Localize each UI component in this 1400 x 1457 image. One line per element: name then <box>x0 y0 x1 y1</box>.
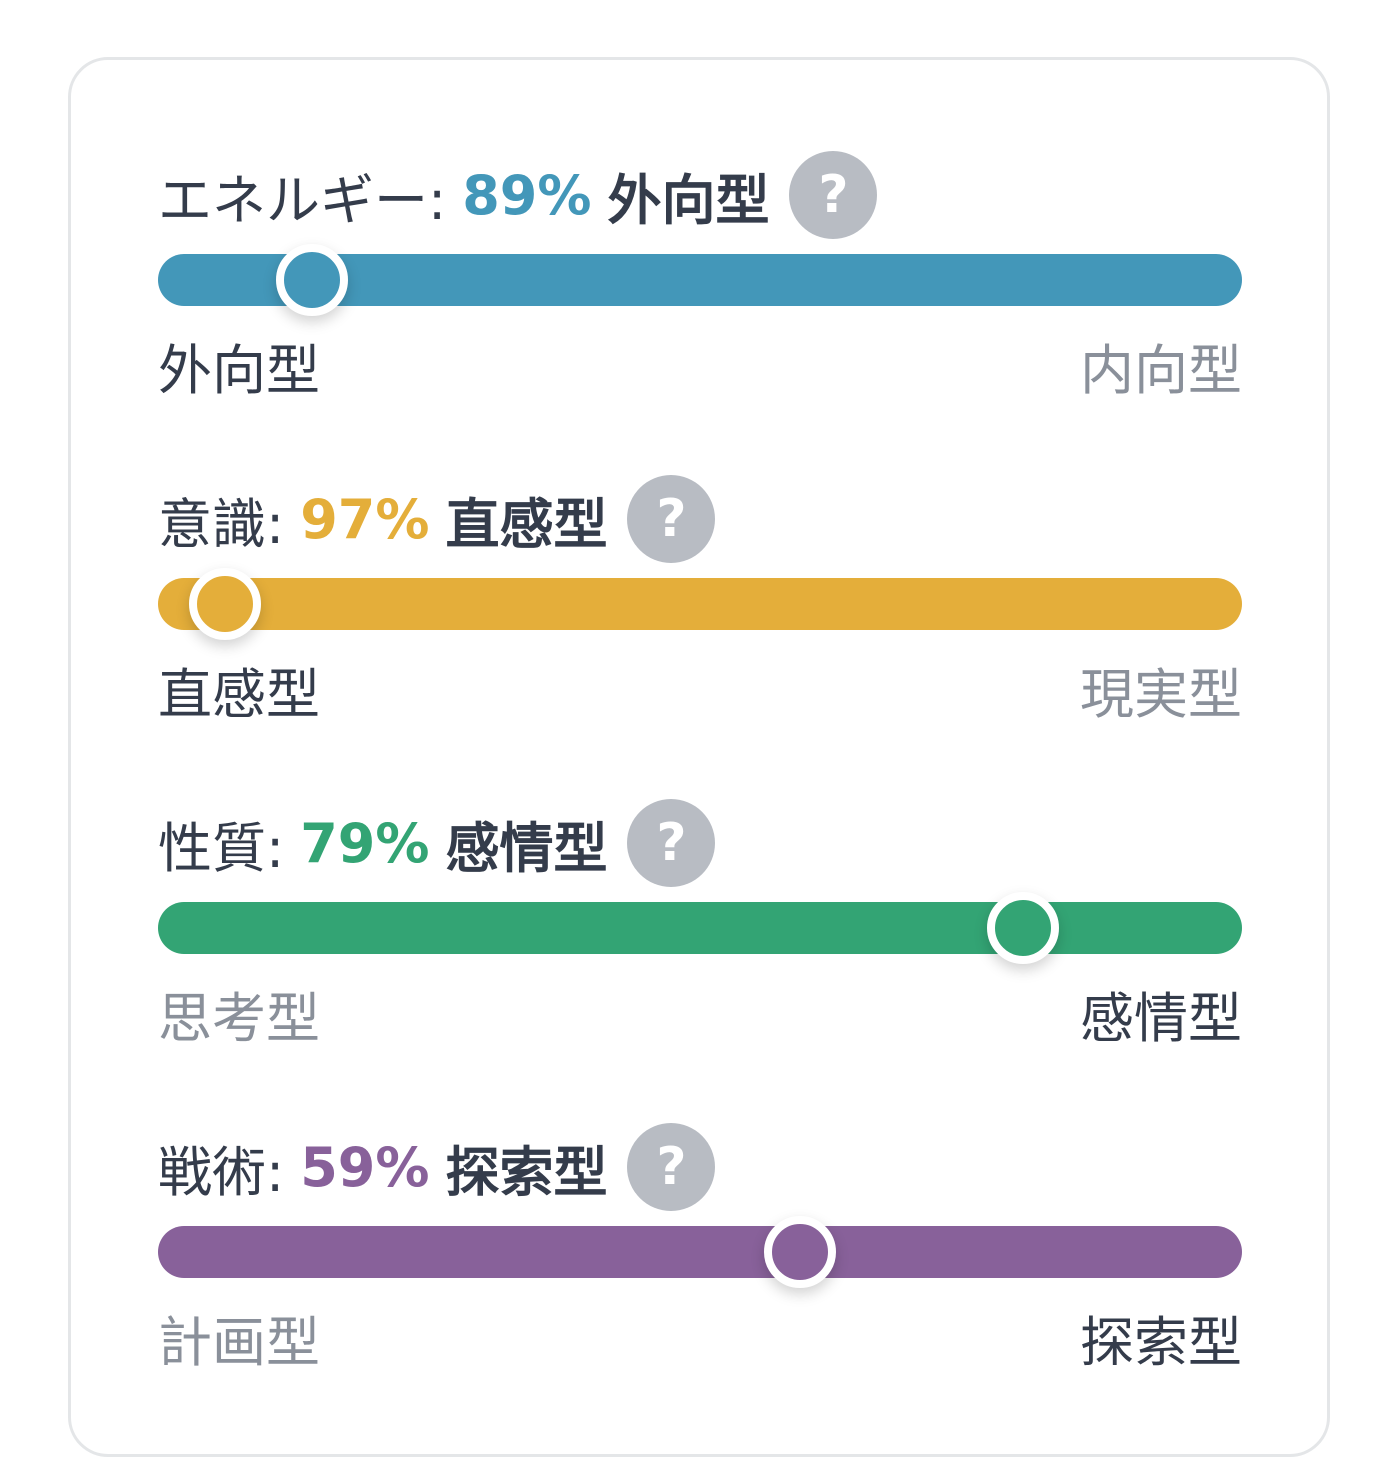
trait-header: 性質: 79% 感情型 ? <box>158 798 716 888</box>
trait-energy: エネルギー: 89% 外向型 ? 外向型 内向型 <box>158 150 1242 410</box>
trait-mind: 意識: 97% 直感型 ? 直感型 現実型 <box>158 474 1242 734</box>
trait-slider-track <box>158 568 1242 640</box>
trait-slider-thumb[interactable] <box>987 892 1060 964</box>
trait-type: 感情型 <box>445 816 608 880</box>
trait-type: 直感型 <box>445 492 608 556</box>
trait-type: 探索型 <box>445 1140 608 1204</box>
trait-name: 戦術: <box>158 1140 285 1204</box>
trait-header: 意識: 97% 直感型 ? <box>158 474 716 564</box>
trait-tactics: 戦術: 59% 探索型 ? 計画型 探索型 <box>158 1122 1242 1382</box>
trait-name: 性質: <box>158 816 285 880</box>
trait-name: 意識: <box>158 492 285 556</box>
left-pole-label: 外向型 <box>158 339 320 402</box>
help-icon[interactable]: ? <box>627 475 716 563</box>
left-pole-label: 計画型 <box>158 1311 320 1374</box>
help-icon[interactable]: ? <box>789 151 878 239</box>
right-pole-label: 探索型 <box>1080 1311 1242 1374</box>
trait-percent: 59% <box>300 1135 430 1199</box>
trait-slider-track <box>158 244 1242 316</box>
trait-type: 外向型 <box>607 168 770 232</box>
trait-nature: 性質: 79% 感情型 ? 思考型 感情型 <box>158 798 1242 1058</box>
left-pole-label: 直感型 <box>158 663 320 726</box>
left-pole-label: 思考型 <box>158 987 320 1050</box>
trait-slider-thumb[interactable] <box>763 1216 836 1288</box>
trait-slider-track <box>158 892 1242 964</box>
trait-name: エネルギー: <box>158 168 447 232</box>
help-icon[interactable]: ? <box>627 799 716 887</box>
trait-slider-thumb[interactable] <box>275 244 348 316</box>
trait-slider-thumb[interactable] <box>189 568 262 640</box>
right-pole-label: 内向型 <box>1080 339 1242 402</box>
trait-header: エネルギー: 89% 外向型 ? <box>158 150 878 240</box>
right-pole-label: 現実型 <box>1080 663 1242 726</box>
trait-header: 戦術: 59% 探索型 ? <box>158 1122 716 1212</box>
trait-percent: 79% <box>300 811 430 875</box>
help-icon[interactable]: ? <box>627 1123 716 1211</box>
right-pole-label: 感情型 <box>1080 987 1242 1050</box>
trait-percent: 89% <box>462 163 592 227</box>
trait-percent: 97% <box>300 487 430 551</box>
trait-slider-track <box>158 1216 1242 1288</box>
